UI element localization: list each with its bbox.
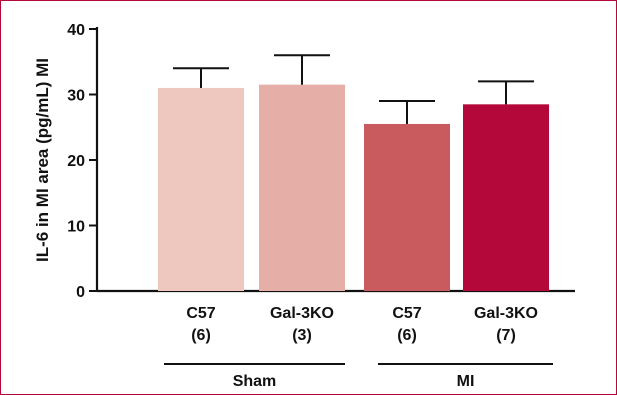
x-category-label: Gal-3KO (270, 305, 334, 322)
x-category-label: C57 (392, 305, 421, 322)
y-tick-label: 40 (67, 22, 85, 39)
x-category-n: (6) (191, 327, 211, 344)
group-label: Sham (233, 373, 277, 390)
bar (259, 84, 345, 291)
x-category-n: (6) (397, 327, 417, 344)
x-category-label: Gal-3KO (474, 305, 538, 322)
group-labels: Sham MI (164, 363, 553, 390)
x-category-label: C57 (186, 305, 215, 322)
x-category-n: (3) (292, 327, 312, 344)
y-axis-title-group: IL-6 in MI area (pg/mL) MI (33, 58, 52, 262)
bars (158, 54, 549, 291)
y-tick-label: 0 (76, 284, 85, 301)
bar (463, 104, 549, 291)
group-label: MI (457, 373, 475, 390)
x-axis-labels: C57 (6) Gal-3KO (3) C57 (6) Gal-3KO (7) (186, 305, 538, 344)
x-category-n: (7) (496, 327, 516, 344)
y-tick-label: 10 (67, 219, 85, 236)
y-axis-title: IL-6 in MI area (pg/mL) MI (33, 58, 52, 262)
bar (364, 123, 450, 291)
y-tick-label: 30 (67, 88, 85, 105)
y-tick-label: 20 (67, 153, 85, 170)
bar (158, 87, 244, 291)
